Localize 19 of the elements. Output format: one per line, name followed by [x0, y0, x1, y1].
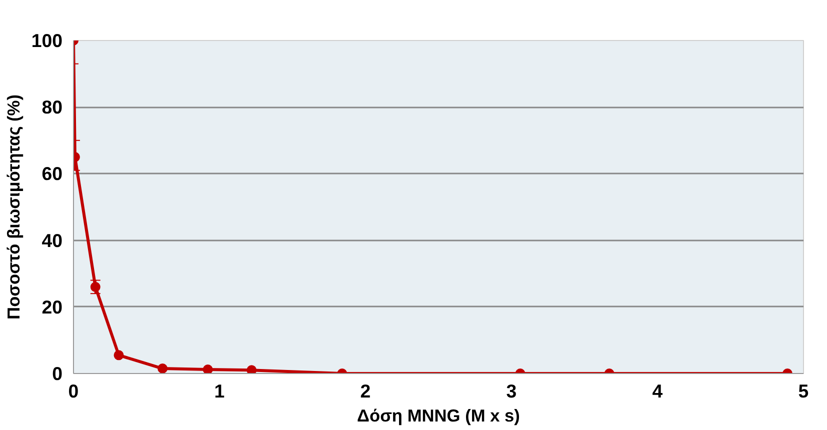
x-tick-label: 4	[652, 380, 664, 402]
x-tick-label: 5	[798, 380, 809, 402]
x-axis-title: Δόση MNNG (M x s)	[357, 406, 520, 426]
x-tick-label: 1	[214, 380, 225, 402]
point	[90, 282, 100, 292]
y-tick-label: 60	[42, 163, 63, 184]
point	[202, 364, 213, 374]
x-tick-label: 2	[360, 380, 371, 402]
y-tick-label: 20	[42, 296, 63, 318]
y-tick-label: 100	[31, 30, 63, 51]
point	[158, 364, 168, 374]
x-tick-label: 0	[68, 380, 79, 402]
y-tick-label: 0	[52, 363, 63, 384]
point	[246, 365, 257, 374]
y-tick-label: 80	[42, 96, 63, 118]
x-tick-label: 3	[506, 380, 517, 402]
y-tick-label: 40	[42, 230, 63, 251]
y-axis-title: Ποσοστό βιωσιμότητας (%)	[3, 94, 24, 320]
point	[114, 350, 124, 360]
